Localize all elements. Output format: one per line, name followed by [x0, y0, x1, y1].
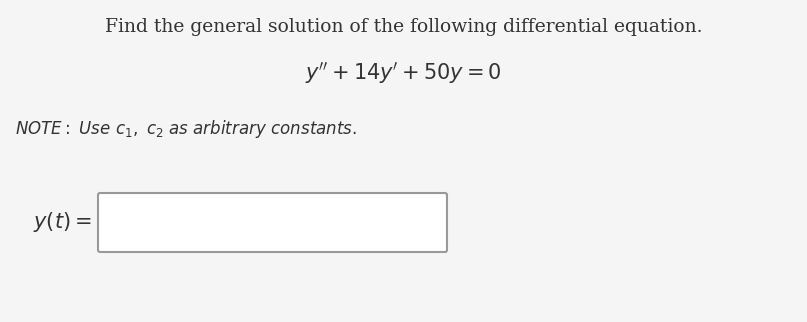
Text: $y(t) =$: $y(t) =$ [33, 211, 92, 234]
Text: Find the general solution of the following differential equation.: Find the general solution of the followi… [105, 18, 702, 36]
Text: $y'' + 14y' + 50y = 0$: $y'' + 14y' + 50y = 0$ [305, 60, 502, 86]
Text: $\mathit{NOTE{:}\ Use\ c_1,\ c_2\ as\ arbitrary\ constants.}$: $\mathit{NOTE{:}\ Use\ c_1,\ c_2\ as\ ar… [15, 118, 357, 140]
FancyBboxPatch shape [98, 193, 447, 252]
